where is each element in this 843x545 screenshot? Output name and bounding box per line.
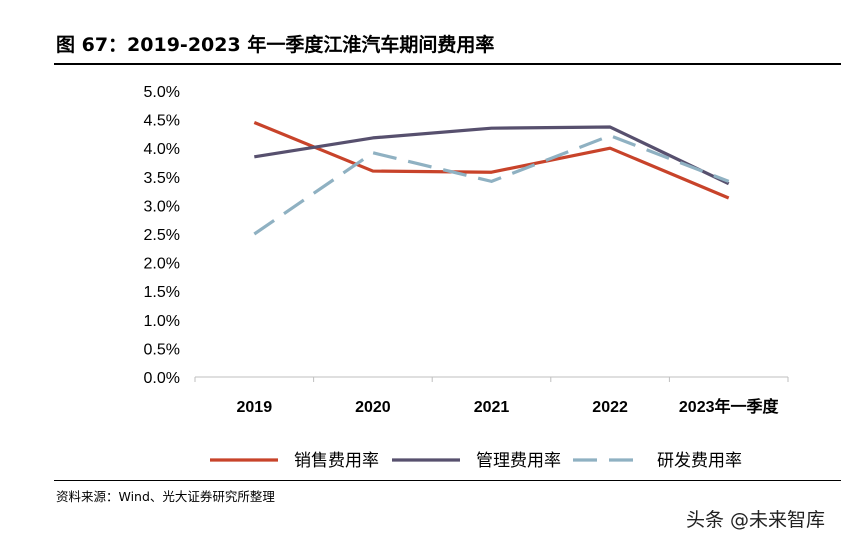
source-note: 资料来源：Wind、光大证券研究所整理 (56, 489, 275, 504)
x-tick-label: 2021 (474, 399, 510, 416)
y-tick-label: 0.0% (144, 370, 180, 387)
x-axis-ticks: 2019 2020 2021 2022 2023年一季度 (194, 377, 789, 416)
series-line (253, 134, 730, 236)
y-tick-label: 3.5% (144, 170, 180, 187)
legend-label: 销售费用率 (294, 451, 379, 471)
y-tick-label: 2.0% (144, 256, 180, 273)
y-tick-label: 4.0% (144, 141, 180, 158)
legend: 销售费用率 管理费用率 研发费用率 (210, 451, 742, 471)
y-tick-label: 4.5% (144, 113, 180, 130)
y-tick-label: 5.0% (144, 84, 180, 101)
title-rule (54, 63, 841, 65)
y-tick-label: 1.0% (144, 313, 180, 330)
y-tick-label: 0.5% (144, 341, 180, 358)
series-lines (253, 120, 730, 236)
line-chart: 0.0% 0.5% 1.0% 1.5% 2.0% 2.5% 3.0% 3.5% 4.0% 4.5%… (144, 84, 789, 471)
watermark: 头条 @未来智库 (685, 509, 825, 531)
x-tick-label: 2023年一季度 (679, 397, 780, 416)
series-line (253, 120, 730, 200)
y-axis-ticks: 0.0% 0.5% 1.0% 1.5% 2.0% 2.5% 3.0% 3.5% 4.0% 4.5%… (144, 84, 180, 387)
legend-label: 管理费用率 (476, 451, 561, 471)
source-rule (54, 480, 841, 481)
x-tick-label: 2019 (237, 399, 273, 416)
y-tick-label: 3.0% (144, 198, 180, 215)
x-tick-label: 2020 (355, 399, 391, 416)
chart-title: 图 67：2019-2023 年一季度江淮汽车期间费用率 (56, 34, 495, 56)
y-tick-label: 2.5% (144, 227, 180, 244)
y-tick-label: 1.5% (144, 284, 180, 301)
legend-label: 研发费用率 (657, 451, 742, 471)
series-line (254, 125, 730, 186)
x-tick-label: 2022 (592, 399, 628, 416)
